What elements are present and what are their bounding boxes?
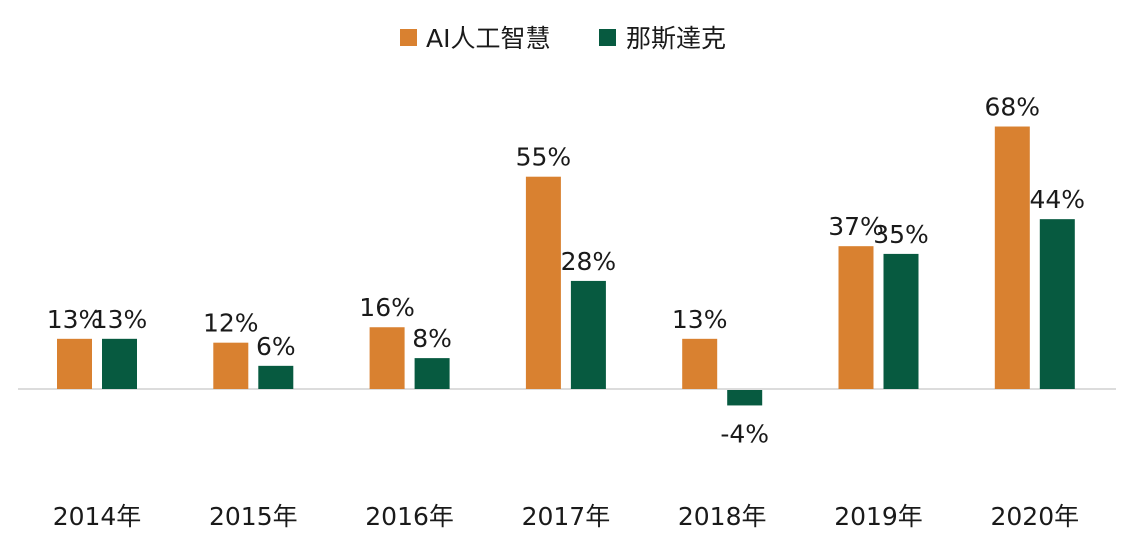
bar-ai-0 — [57, 338, 92, 389]
x-tick-label: 2016年 — [365, 502, 454, 531]
legend-label-ai: AI人工智慧 — [426, 24, 550, 53]
bar-nasdaq-3 — [570, 280, 606, 389]
bar-nasdaq-2 — [414, 358, 450, 389]
data-label: 37% — [828, 212, 884, 241]
x-tick-label: 2015年 — [209, 502, 298, 531]
x-axis: 2014年 2015年 2016年 2017年 2018年 2019年 2020年 — [53, 502, 1079, 531]
legend: AI人工智慧 那斯達克 — [400, 24, 726, 53]
data-label: -4% — [720, 419, 769, 448]
data-label: 16% — [359, 293, 415, 322]
bar-ai-1 — [213, 342, 249, 389]
data-label: 13% — [92, 305, 148, 334]
x-tick-label: 2019年 — [834, 502, 923, 531]
bar-ai-2 — [369, 327, 405, 389]
data-label: 28% — [561, 247, 617, 276]
bar-nasdaq-5 — [883, 253, 919, 389]
bar-ai-3 — [525, 176, 561, 389]
bar-ai-4 — [682, 338, 718, 389]
bar-ai-5 — [838, 246, 874, 389]
x-tick-label: 2018年 — [678, 502, 767, 531]
data-label: 68% — [985, 93, 1041, 122]
bar-nasdaq-0 — [102, 338, 137, 389]
data-label: 13% — [47, 305, 103, 334]
legend-swatch-ai — [400, 29, 417, 46]
bar-nasdaq-4 — [727, 390, 763, 406]
bar-nasdaq-6 — [1039, 219, 1075, 389]
data-label: 44% — [1030, 185, 1086, 214]
data-label: 13% — [672, 305, 728, 334]
data-label: 12% — [203, 309, 259, 338]
bar-ai-6 — [994, 126, 1030, 390]
x-tick-label: 2020年 — [990, 502, 1079, 531]
data-label: 55% — [516, 143, 572, 172]
plot-area: 13%13% 12%6%16%8%55%28%13%-4%37%35%68%44% — [18, 93, 1116, 448]
x-tick-label: 2017年 — [522, 502, 611, 531]
bar-nasdaq-1 — [258, 365, 294, 389]
legend-label-nasdaq: 那斯達克 — [626, 24, 726, 53]
data-label: 8% — [412, 324, 452, 353]
legend-swatch-nasdaq — [599, 29, 616, 46]
x-tick-label: 2014年 — [53, 502, 142, 531]
data-label: 6% — [256, 332, 296, 361]
data-label: 35% — [873, 220, 929, 249]
